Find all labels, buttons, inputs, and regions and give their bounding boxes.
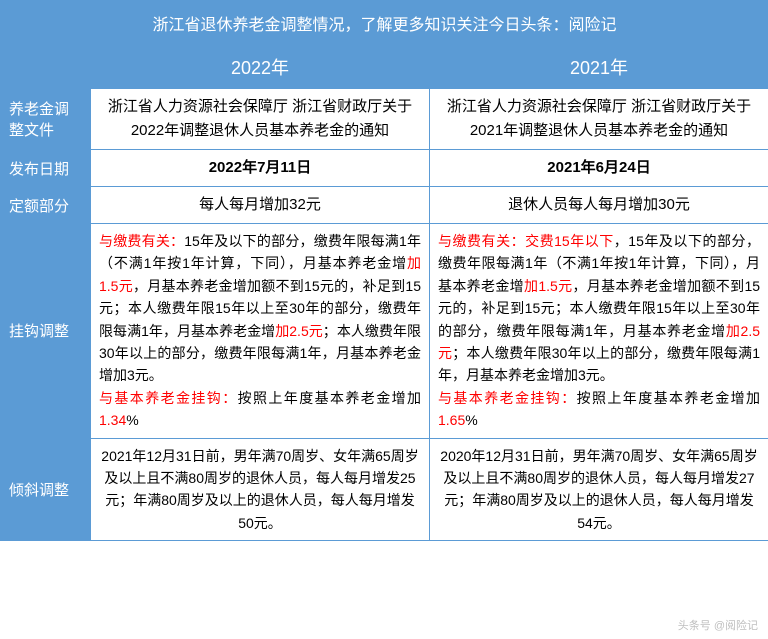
date-2022: 2022年7月11日 <box>91 150 430 187</box>
tilt-2021: 2020年12月31日前，男年满70周岁、女年满65周岁及以上且不满80周岁的退… <box>430 438 768 541</box>
date-2021: 2021年6月24日 <box>430 150 768 187</box>
linked-2021-p2c: 1.65 <box>438 412 465 428</box>
year-header-row: 2022年 2021年 <box>1 46 768 89</box>
tilt-2022: 2021年12月31日前，男年满70周岁、女年满65周岁及以上且不满80周岁的退… <box>91 438 430 541</box>
linked-2022-p1a: 与缴费有关： <box>99 233 184 249</box>
label-date: 发布日期 <box>1 150 91 187</box>
linked-2022: 与缴费有关：15年及以下的部分，缴费年限每满1年（不满1年按1年计算，下同），月… <box>91 224 430 439</box>
row-doc: 养老金调整文件 浙江省人力资源社会保障厅 浙江省财政厅关于2022年调整退休人员… <box>1 89 768 150</box>
linked-2021-p1a: 与缴费有关：交费15年以下 <box>438 233 614 249</box>
fixed-2022: 每人每月增加32元 <box>91 187 430 224</box>
linked-2021-p2a: 与基本养老金挂钩： <box>438 390 577 406</box>
doc-2021: 浙江省人力资源社会保障厅 浙江省财政厅关于2021年调整退休人员基本养老金的通知 <box>430 89 768 150</box>
pension-comparison-table: 浙江省退休养老金调整情况，了解更多知识关注今日头条：阅险记 2022年 2021… <box>0 0 768 541</box>
blank-header <box>1 46 91 89</box>
table-title: 浙江省退休养老金调整情况，了解更多知识关注今日头条：阅险记 <box>1 1 768 46</box>
year-2021-header: 2021年 <box>430 46 768 89</box>
linked-2021-p2b: 按照上年度基本养老金增加 <box>577 390 760 406</box>
row-date: 发布日期 2022年7月11日 2021年6月24日 <box>1 150 768 187</box>
watermark-text: 头条号 @阅险记 <box>678 617 758 633</box>
linked-2021: 与缴费有关：交费15年以下，15年及以下的部分，缴费年限每满1年（不满1年按1年… <box>430 224 768 439</box>
linked-2022-p1e: 加2.5元 <box>275 323 323 339</box>
fixed-2021: 退休人员每人每月增加30元 <box>430 187 768 224</box>
linked-2021-p1f: ；本人缴费年限30年以上的部分，缴费年限每满1年，月基本养老金增加3元。 <box>438 345 760 383</box>
label-linked: 挂钩调整 <box>1 224 91 439</box>
label-doc: 养老金调整文件 <box>1 89 91 150</box>
linked-2021-p2d: % <box>465 412 477 428</box>
linked-2022-p2a: 与基本养老金挂钩： <box>99 390 238 406</box>
title-row: 浙江省退休养老金调整情况，了解更多知识关注今日头条：阅险记 <box>1 1 768 46</box>
linked-2021-p1c: 加1.5元 <box>524 278 572 294</box>
label-fixed: 定额部分 <box>1 187 91 224</box>
year-2022-header: 2022年 <box>91 46 430 89</box>
label-tilt: 倾斜调整 <box>1 438 91 541</box>
linked-2022-p2b: 按照上年度基本养老金增加 <box>238 390 421 406</box>
row-tilt: 倾斜调整 2021年12月31日前，男年满70周岁、女年满65周岁及以上且不满8… <box>1 438 768 541</box>
linked-2022-p2c: 1.34 <box>99 412 126 428</box>
row-linked: 挂钩调整 与缴费有关：15年及以下的部分，缴费年限每满1年（不满1年按1年计算，… <box>1 224 768 439</box>
doc-2022: 浙江省人力资源社会保障厅 浙江省财政厅关于2022年调整退休人员基本养老金的通知 <box>91 89 430 150</box>
row-fixed: 定额部分 每人每月增加32元 退休人员每人每月增加30元 <box>1 187 768 224</box>
linked-2022-p2d: % <box>126 412 138 428</box>
